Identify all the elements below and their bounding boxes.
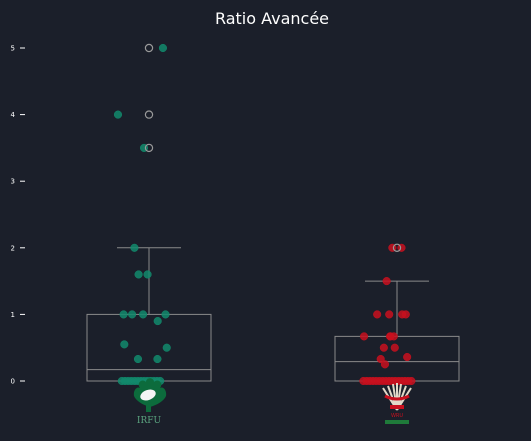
data-point bbox=[161, 310, 170, 319]
data-point bbox=[403, 352, 412, 362]
data-point bbox=[385, 310, 394, 319]
data-point bbox=[133, 354, 143, 364]
box bbox=[334, 335, 460, 382]
outlier-marker bbox=[144, 110, 154, 119]
box-group-0 bbox=[86, 43, 212, 386]
irfu-logo-label: IRFU bbox=[137, 416, 162, 426]
data-point bbox=[398, 310, 407, 319]
data-point bbox=[158, 43, 167, 53]
data-point bbox=[120, 340, 129, 349]
data-point bbox=[379, 343, 388, 352]
data-point bbox=[153, 354, 162, 364]
data-point bbox=[130, 243, 139, 252]
plot-area bbox=[86, 43, 460, 386]
data-point bbox=[376, 354, 385, 364]
outlier-marker bbox=[144, 143, 154, 153]
data-point bbox=[373, 310, 382, 319]
y-tick-label: 5 bbox=[11, 45, 15, 53]
data-point bbox=[382, 277, 391, 286]
data-point bbox=[117, 376, 126, 386]
data-point bbox=[390, 343, 399, 352]
outlier-marker bbox=[144, 43, 154, 53]
data-point bbox=[359, 332, 369, 341]
irfu-logo: IRFU bbox=[133, 378, 167, 426]
data-point bbox=[134, 270, 143, 279]
y-tick-label: 4 bbox=[11, 111, 16, 119]
data-point bbox=[153, 317, 162, 326]
data-point bbox=[139, 310, 148, 319]
y-tick-label: 0 bbox=[11, 378, 15, 386]
data-point bbox=[359, 376, 368, 386]
data-point bbox=[380, 360, 390, 369]
y-tick-label: 1 bbox=[11, 311, 15, 319]
data-point bbox=[389, 332, 398, 341]
data-point bbox=[113, 110, 123, 119]
data-point bbox=[162, 343, 171, 352]
wru-logo-label: WRU bbox=[391, 413, 403, 419]
outlier-marker bbox=[392, 243, 402, 252]
wru-logo: WRU bbox=[382, 383, 412, 424]
box bbox=[86, 313, 212, 382]
data-point bbox=[143, 270, 152, 279]
data-point bbox=[128, 310, 137, 319]
y-tick-label: 3 bbox=[11, 178, 15, 186]
data-point bbox=[119, 310, 128, 319]
data-point bbox=[407, 376, 416, 386]
y-axis: 0 1 2 3 4 5 bbox=[11, 45, 25, 386]
chart-title: Ratio Avancée bbox=[215, 9, 329, 28]
box-group-1 bbox=[334, 243, 460, 386]
y-tick-label: 2 bbox=[11, 244, 15, 252]
